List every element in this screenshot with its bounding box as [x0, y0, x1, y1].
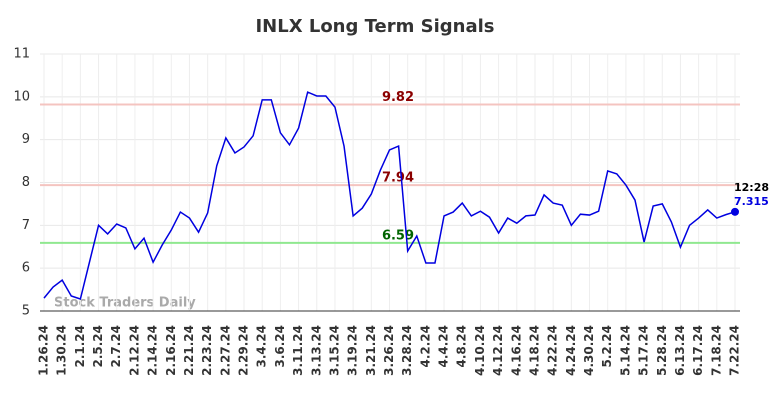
x-tick-label: 4.2.24: [418, 325, 432, 368]
x-tick-label: 4.12.24: [491, 325, 505, 376]
y-tick-label: 8: [22, 175, 30, 190]
y-tick-label: 7: [22, 218, 30, 233]
x-tick-label: 2.12.24: [127, 325, 141, 376]
x-tick-label: 4.16.24: [509, 325, 523, 376]
x-tick-label: 6.13.24: [673, 325, 687, 376]
x-tick-label: 3.11.24: [291, 325, 305, 376]
signal-label: 6.59: [382, 228, 414, 243]
x-tick-label: 3.19.24: [346, 325, 360, 376]
x-tick-label: 4.22.24: [546, 325, 560, 376]
x-tick-label: 3.6.24: [273, 325, 287, 368]
x-tick-label: 7.22.24: [728, 325, 742, 376]
x-tick-label: 3.26.24: [382, 325, 396, 376]
y-tick-label: 5: [22, 304, 30, 319]
x-tick-label: 2.1.24: [73, 325, 87, 368]
x-tick-label: 2.23.24: [200, 325, 214, 376]
last-point: [731, 207, 739, 216]
x-tick-label: 5.14.24: [618, 325, 632, 376]
signal-label: 9.82: [382, 90, 414, 105]
chart-title: INLX Long Term Signals: [255, 16, 494, 37]
x-tick-label: 1.30.24: [55, 325, 69, 376]
x-tick-label: 2.7.24: [109, 325, 123, 368]
x-tick-label: 6.17.24: [691, 325, 705, 376]
x-tick-label: 2.27.24: [218, 325, 232, 376]
x-tick-label: 5.28.24: [655, 325, 669, 376]
y-tick-label: 10: [13, 89, 30, 104]
y-tick-label: 9: [22, 132, 30, 147]
x-tick-label: 5.2.24: [600, 325, 614, 368]
x-tick-label: 5.17.24: [637, 325, 651, 376]
x-tick-label: 7.18.24: [709, 325, 723, 376]
x-tick-label: 2.29.24: [237, 325, 251, 376]
x-tick-label: 3.21.24: [364, 325, 378, 376]
y-tick-label: 11: [13, 47, 30, 62]
x-tick-label: 4.10.24: [473, 325, 487, 376]
x-tick-label: 2.5.24: [91, 325, 105, 368]
price-line: [43, 91, 736, 300]
x-tick-label: 2.16.24: [164, 325, 178, 376]
x-tick-label: 3.13.24: [309, 325, 323, 376]
x-tick-label: 4.4.24: [437, 325, 451, 368]
x-tick-label: 3.15.24: [327, 325, 341, 376]
last-value: 7.315: [734, 195, 769, 208]
x-tick-label: 3.4.24: [255, 325, 269, 368]
last-time: 12:28: [734, 181, 769, 194]
x-tick-label: 2.21.24: [182, 325, 196, 376]
y-tick-label: 6: [22, 261, 30, 276]
x-tick-label: 4.24.24: [564, 325, 578, 376]
x-tick-label: 4.8.24: [455, 325, 469, 368]
x-tick-label: 4.30.24: [582, 325, 596, 376]
x-tick-label: 2.14.24: [146, 325, 160, 376]
x-tick-label: 4.18.24: [527, 325, 541, 376]
watermark: Stock Traders Daily: [54, 296, 196, 311]
x-tick-label: 3.28.24: [400, 325, 414, 376]
x-tick-label: 1.26.24: [37, 325, 51, 376]
signal-label: 7.94: [382, 171, 414, 186]
